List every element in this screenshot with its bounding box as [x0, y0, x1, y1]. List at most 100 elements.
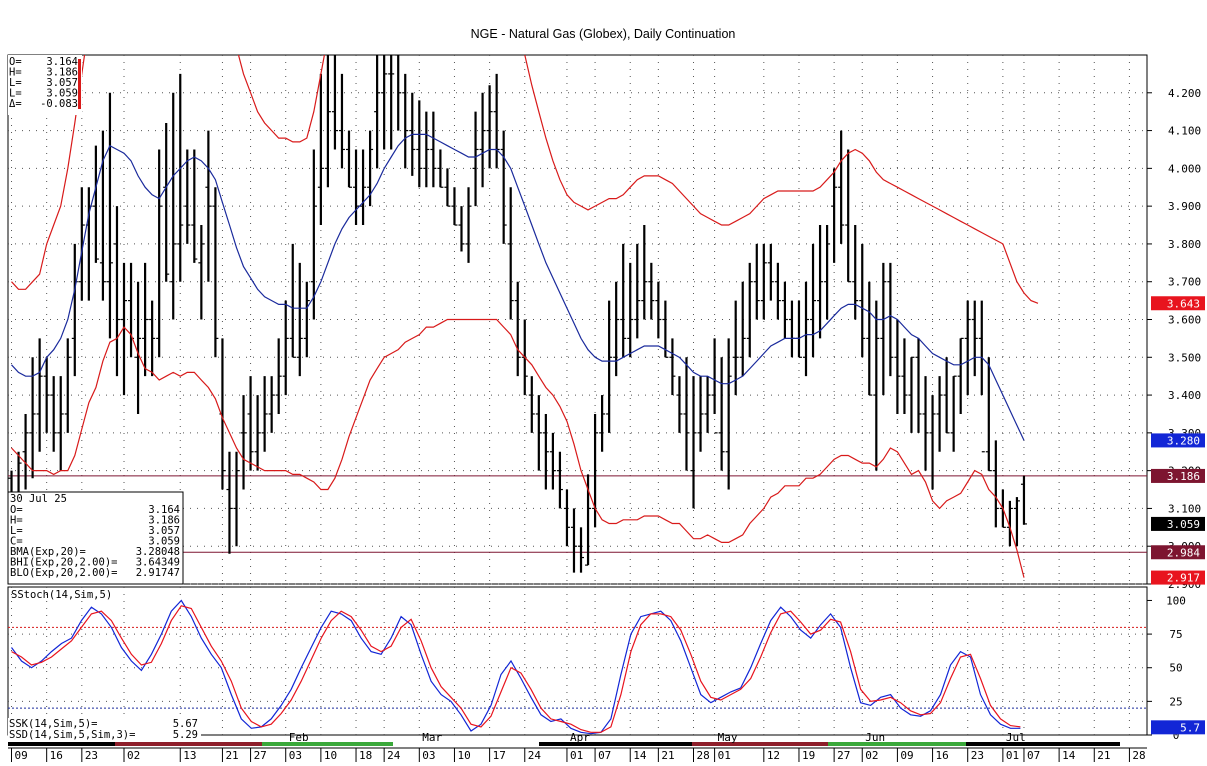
ohlc-bar: [592, 413, 599, 528]
ohlc-bar: [634, 243, 641, 339]
ohlc-bar: [683, 357, 690, 471]
corner-readout-box: [8, 55, 82, 115]
x-day-label: 19: [802, 749, 815, 762]
ohlc-bar: [971, 300, 978, 377]
info-box-label: C=: [10, 536, 23, 548]
stoch-readout-value: 5.29: [173, 729, 198, 741]
month-band: [115, 742, 262, 746]
info-box-value: 3.64349: [136, 557, 180, 569]
x-day-label: 21: [225, 749, 238, 762]
price-tick-label: 3.800: [1168, 238, 1201, 251]
bollinger-upper-line: [11, 55, 1039, 304]
ohlc-bar: [233, 451, 240, 547]
value-badge: 3.186: [1151, 468, 1205, 483]
ohlc-bar: [880, 262, 887, 396]
ohlc-bar: [866, 281, 873, 396]
info-box-date: 30 Jul 25: [10, 493, 67, 505]
stoch-tick-label: 25: [1169, 695, 1182, 708]
corner-readout-value: 3.059: [46, 88, 78, 100]
ohlc-bar: [493, 73, 500, 169]
price-tick-label: 4.100: [1168, 125, 1201, 138]
x-day-label: 27: [254, 749, 267, 762]
x-day-label: 27: [837, 749, 850, 762]
ohlc-bar: [57, 376, 64, 471]
ohlc-bar: [247, 376, 254, 471]
info-box-value: 3.164: [148, 504, 180, 516]
ohlc-bar: [887, 262, 894, 377]
ohlc-bar: [570, 508, 577, 573]
value-badge-label: 3.643: [1167, 297, 1200, 310]
ohlc-bar: [71, 243, 78, 377]
price-tick-label: 3.500: [1168, 351, 1201, 364]
ohlc-bar: [824, 225, 831, 320]
ohlc-bar: [535, 395, 542, 471]
ohlc-bar: [606, 300, 613, 433]
ohlc-bar: [838, 130, 845, 244]
ohlc-bar: [922, 376, 929, 471]
x-day-label: 14: [633, 749, 647, 762]
ohlc-bar: [191, 149, 198, 263]
ohlc-bar: [788, 300, 795, 358]
x-day-label: 16: [936, 749, 949, 762]
x-day-label: 09: [15, 749, 28, 762]
x-month-label: Apr: [570, 731, 590, 744]
ohlc-bar: [430, 111, 437, 188]
ohlc-bar: [402, 73, 409, 169]
ohlc-bar: [317, 73, 324, 226]
x-day-label: 18: [359, 749, 372, 762]
x-month-label: Jun: [865, 731, 885, 744]
ohlc-bar: [936, 376, 943, 452]
value-badge: 3.059: [1151, 516, 1205, 531]
ohlc-bar: [226, 451, 233, 554]
ohlc-bar: [219, 338, 226, 490]
value-badge-label: 3.280: [1167, 434, 1200, 447]
x-day-label: 12: [767, 749, 780, 762]
ohlc-bar: [620, 243, 627, 358]
ohlc-bar: [261, 376, 268, 452]
x-day-label: 07: [1027, 749, 1040, 762]
ohlc-bar: [648, 262, 655, 320]
x-day-label: 01: [570, 749, 583, 762]
price-panel: 4.200 4.100 4.000 3.900 3.800 3.700 3.600 3.500…: [7, 54, 1205, 591]
ohlc-bar: [578, 527, 585, 573]
info-box-label: BLO(Exp,20,2.00)=: [10, 567, 117, 579]
ohlc-bar: [310, 149, 317, 320]
ohlc-bar: [957, 337, 964, 414]
corner-readout-value: 3.186: [46, 67, 78, 79]
ohlc-bar: [423, 111, 430, 188]
ohlc-bar: [542, 413, 549, 490]
info-box-label: O=: [10, 504, 23, 516]
ohlc-bar: [135, 281, 142, 414]
bollinger-lower-line: [11, 318, 1025, 578]
ohlc-bar: [725, 338, 732, 490]
stoch-readout-label: SSK(14,Sim,5)=: [9, 718, 98, 730]
stoch-series-line: [11, 605, 1021, 733]
x-month-label: Jul: [1006, 731, 1026, 744]
stoch-plot-area: [11, 599, 1021, 735]
x-day-label: 24: [528, 749, 542, 762]
ohlc-bar: [655, 281, 662, 339]
ohlc-bar: [845, 149, 852, 283]
info-box-value: 3.059: [148, 536, 180, 548]
ohlc-bar: [268, 376, 275, 433]
ohlc-bar: [240, 395, 247, 490]
ohlc-bar: [282, 300, 289, 396]
info-box-label: BHI(Exp,20,2.00)=: [10, 557, 117, 569]
info-box-label: L=: [10, 525, 23, 537]
ohlc-bar: [929, 395, 936, 490]
corner-readout-value: 3.057: [46, 77, 78, 89]
stochastic-panel: SStoch(14,Sim,5) 100 75 50 25 0 SSK(14,Sim,5)=…: [7, 586, 1205, 742]
ohlc-bar: [22, 413, 29, 490]
x-day-label: 23: [971, 749, 984, 762]
info-box-value: 3.057: [148, 525, 180, 537]
ohlc-bar: [718, 357, 725, 471]
ohlc-bar: [198, 225, 205, 320]
x-axis: 09 16 23 02 13 21 27 03 10 18 24 03 10 17 24 01 07 14 21 28…: [8, 731, 1147, 762]
ohlc-bar: [852, 225, 859, 320]
ohlc-bar: [324, 55, 331, 188]
chart-title: NGE - Natural Gas (Globex), Daily Contin…: [471, 27, 736, 41]
x-day-label: 01: [1006, 749, 1019, 762]
ohlc-bar: [353, 149, 360, 226]
stoch-readout-box: [8, 718, 201, 742]
ohlc-bar: [739, 281, 746, 377]
